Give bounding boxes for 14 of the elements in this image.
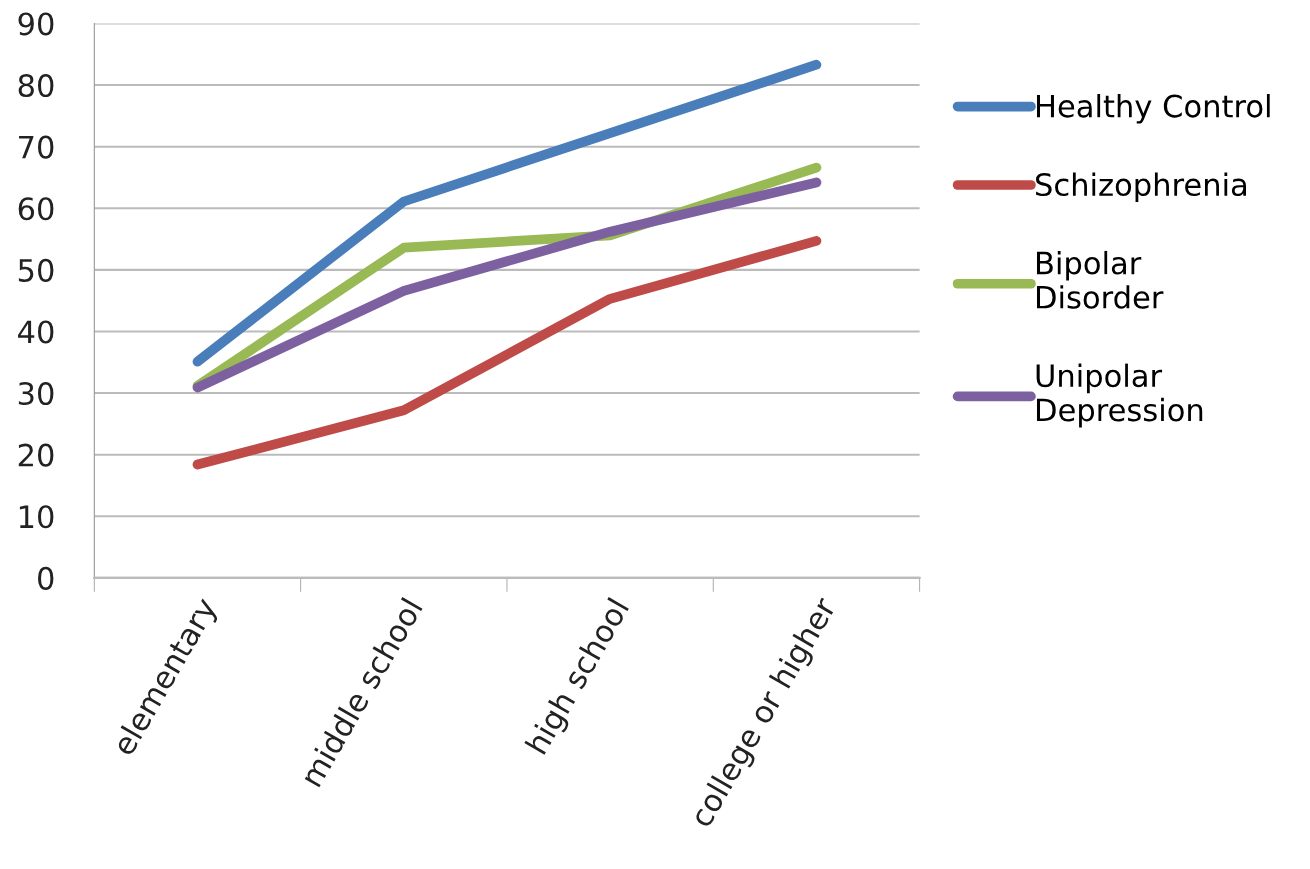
y-tick-label: 30: [18, 382, 54, 406]
legend-label: Unipolar Depression: [1036, 363, 1203, 428]
y-tick-label: 40: [18, 320, 54, 344]
y-tick-label: 60: [18, 197, 54, 221]
legend-label: Schizophrenia: [1036, 172, 1247, 203]
y-tick-label: 0: [38, 566, 54, 590]
y-tick-label: 80: [18, 74, 54, 98]
y-tick-label: 50: [18, 258, 54, 282]
y-tick-label: 70: [19, 135, 54, 159]
legend-label: Healthy Control: [1036, 94, 1270, 124]
y-tick-label: 10: [19, 505, 54, 529]
y-tick-label: 20: [18, 443, 54, 467]
legend-label: Bipolar Disorder: [1036, 250, 1164, 309]
y-tick-label: 90: [18, 12, 54, 36]
